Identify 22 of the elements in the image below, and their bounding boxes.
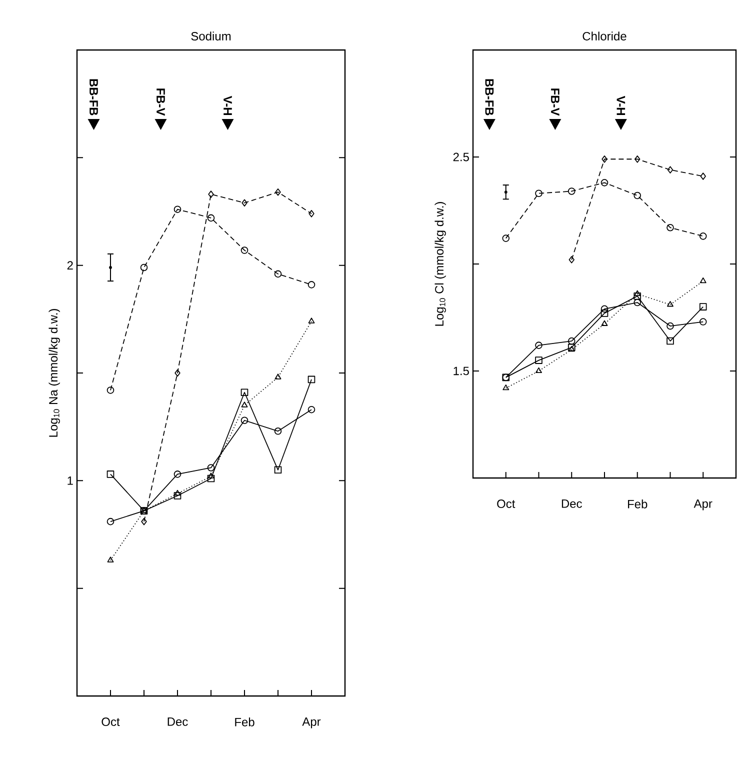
annotation: V-H	[224, 96, 232, 115]
x-tick-label: Oct	[102, 718, 120, 726]
y-tick-label: 1.5	[454, 366, 469, 376]
x-tick-label: Apr	[302, 718, 321, 728]
x-tick-label: Dec	[168, 718, 188, 726]
x-tick-label: Oct	[497, 500, 516, 508]
x-tick-label: Feb	[235, 718, 254, 726]
annotation: FB-V	[551, 88, 560, 116]
annotation: FB-V	[156, 88, 165, 116]
y-axis-title: Log$_{10}$ Cl (mmol/kg d.w.)	[434, 202, 446, 326]
y-tick-label: 1	[68, 476, 73, 485]
x-tick-label: Dec	[562, 500, 582, 508]
x-tick-label: Feb	[628, 500, 648, 508]
chart-title: Chloride	[582, 32, 626, 40]
annotation: BB-FB	[485, 79, 494, 116]
annotation: BB-FB	[90, 79, 98, 116]
y-axis-title: Log$_{10}$ Na (mmol/kg d.w.)	[48, 309, 60, 437]
x-tick-label: Apr	[694, 500, 712, 510]
y-tick-label: 2	[67, 261, 73, 270]
y-tick-label: 2.5	[453, 152, 469, 162]
annotation: V-H	[616, 96, 626, 115]
chart-title: Sodium	[191, 32, 231, 40]
